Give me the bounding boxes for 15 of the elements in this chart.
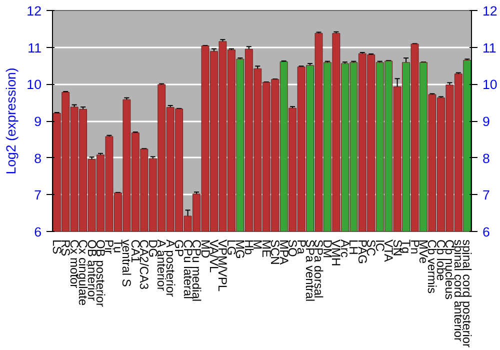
y-tick-label: 12 [26, 4, 42, 18]
y2-tick-label: 11 [482, 40, 496, 56]
y-tick-label: 10 [26, 77, 42, 92]
y-tick-label: 6 [34, 224, 42, 240]
y2-tick-label: 8 [482, 150, 490, 166]
y2-tick-label: 12 [482, 4, 498, 18]
y-tick-label: 9 [34, 114, 42, 129]
y2-tick-label: 10 [482, 77, 498, 92]
y2-tick-label: 7 [482, 188, 490, 203]
y2-tick-label: 9 [482, 114, 490, 129]
y-tick-label: 8 [34, 150, 42, 166]
y2-tick-label: 6 [482, 224, 490, 240]
y-axis-title: Log2 (expression) [4, 68, 19, 174]
y-tick-label: 7 [34, 188, 42, 203]
y-tick-label: 11 [28, 40, 42, 56]
